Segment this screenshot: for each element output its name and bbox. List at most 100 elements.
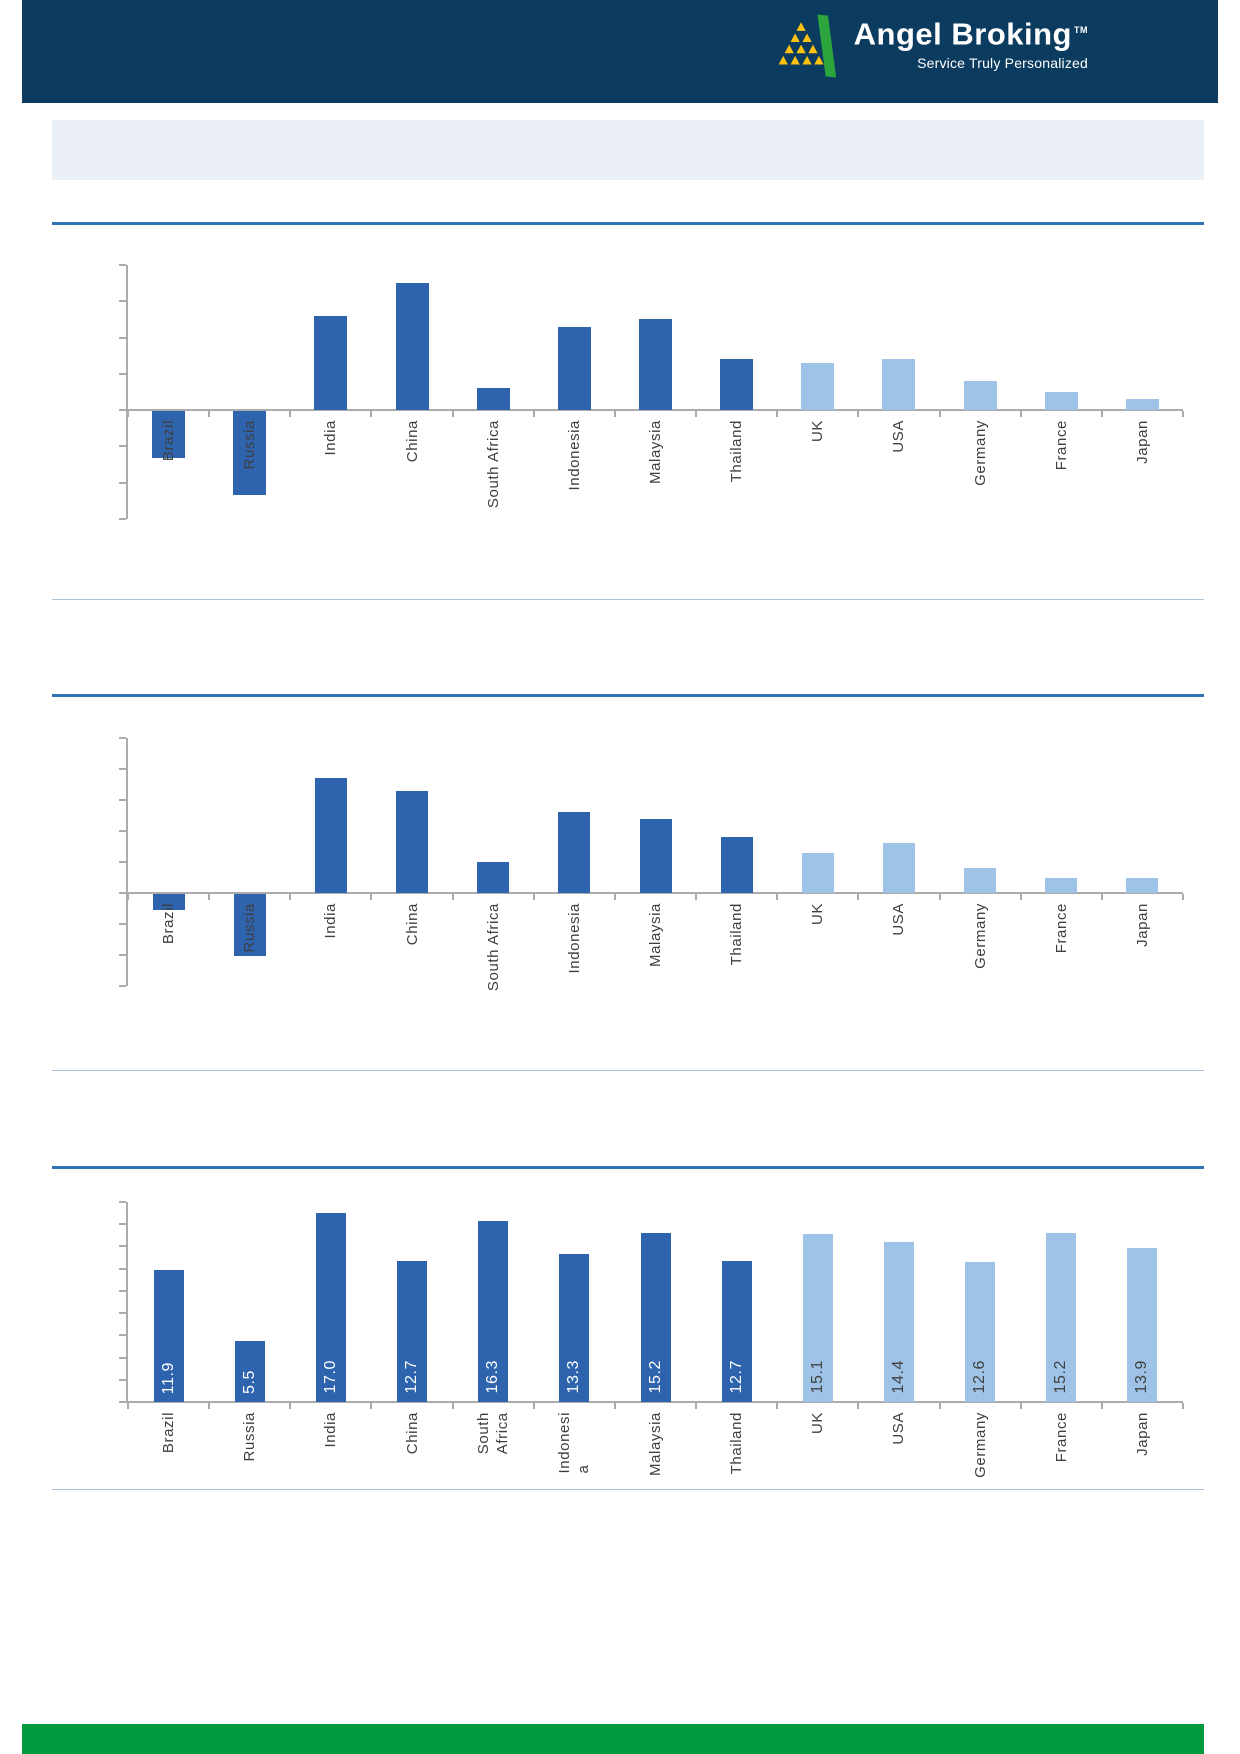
bar-uk (801, 362, 835, 411)
x-axis-tick (938, 1403, 941, 1409)
category-label: China (403, 420, 421, 463)
y-axis-tick (119, 1267, 126, 1270)
bar-south-africa (477, 862, 510, 893)
category-label: South Africa (484, 903, 502, 992)
y-axis-tick (119, 1356, 126, 1359)
category-label: Germany (971, 903, 989, 969)
value-label: 15.2 (646, 1360, 664, 1394)
value-label: 5.5 (240, 1369, 258, 1394)
category-label: Indonesi a (556, 1412, 593, 1474)
value-label: 15.1 (808, 1360, 826, 1394)
bar-germany (964, 868, 997, 893)
x-axis-tick (857, 894, 860, 900)
value-label: 17.0 (321, 1360, 339, 1394)
y-axis (126, 265, 128, 519)
bar-south-africa (476, 388, 510, 411)
value-label: 12.6 (971, 1360, 989, 1394)
x-axis-tick (289, 411, 292, 418)
angel-broking-logo-icon (776, 13, 842, 84)
y-axis-tick (119, 1245, 126, 1248)
y-axis-tick (119, 1201, 126, 1203)
y-axis-tick (119, 1401, 126, 1403)
bar-brazil (153, 1269, 184, 1402)
value-label: 13.3 (565, 1360, 583, 1394)
bar-brazil (152, 411, 186, 459)
category-label: China (403, 903, 421, 946)
category-label: USA (890, 903, 908, 936)
category-label: UK (809, 420, 827, 443)
category-label: Thailand (728, 420, 746, 483)
bar-russia (233, 411, 267, 495)
x-axis-tick (857, 1403, 860, 1409)
bar-germany (963, 381, 997, 411)
bar-china (397, 1260, 428, 1402)
x-axis-tick (370, 411, 373, 418)
y-axis-tick (119, 768, 126, 770)
category-label: Russia (241, 903, 259, 953)
footer-green-band (22, 1724, 1204, 1754)
y-axis-tick (119, 1223, 126, 1226)
bar-france (1045, 877, 1078, 893)
y-axis-tick (119, 861, 126, 863)
x-axis-tick (451, 411, 454, 418)
x-axis-tick (776, 411, 779, 418)
chart-2-title-underline (52, 694, 1204, 697)
x-axis-tick (613, 894, 616, 900)
y-axis-tick (119, 481, 126, 484)
x-axis-tick (451, 1403, 454, 1409)
y-axis-tick (119, 799, 126, 801)
bar-malaysia (640, 1233, 671, 1402)
bar-russia (234, 1340, 265, 1402)
bar-france (1044, 392, 1078, 411)
x-axis-tick (289, 1403, 292, 1409)
y-axis-tick (119, 985, 126, 987)
value-label: 12.7 (403, 1360, 421, 1394)
category-label: Japan (1133, 420, 1151, 465)
x-axis-tick (1182, 411, 1184, 418)
y-axis (126, 738, 128, 986)
bar-thailand (720, 837, 753, 893)
category-label: India (322, 420, 340, 456)
bar-indonesia (558, 812, 591, 893)
bar-thailand (721, 1260, 752, 1402)
bar-china (395, 283, 429, 411)
x-axis-tick (127, 894, 129, 900)
category-label: Brazil (160, 1412, 178, 1454)
category-label: France (1052, 1412, 1070, 1463)
y-axis-tick (119, 923, 126, 925)
x-axis (126, 409, 1183, 412)
x-axis-tick (938, 411, 941, 418)
y-axis-tick (119, 954, 126, 956)
category-label: Germany (971, 1412, 989, 1478)
x-axis-tick (1019, 1403, 1022, 1409)
category-label: UK (809, 1412, 827, 1435)
value-label: 14.4 (889, 1360, 907, 1394)
bar-indonesia (559, 1254, 590, 1402)
category-label: South Africa (475, 1412, 512, 1455)
bar-brazil (152, 894, 185, 910)
category-label: Brazil (160, 903, 178, 945)
x-axis-tick (1019, 411, 1022, 418)
value-label: 11.9 (159, 1361, 177, 1394)
y-axis-tick (119, 300, 126, 303)
bar-japan (1127, 1247, 1158, 1402)
category-label: Malaysia (647, 903, 664, 967)
x-axis-tick (776, 1403, 779, 1409)
y-axis-tick (119, 264, 126, 266)
value-label: 16.3 (484, 1360, 502, 1394)
bar-thailand (720, 359, 754, 411)
category-label: UK (809, 903, 827, 926)
y-axis-tick (119, 737, 126, 739)
y-axis-tick (119, 445, 126, 448)
category-label: Japan (1133, 903, 1151, 947)
category-label: India (322, 903, 340, 939)
x-axis-tick (532, 1403, 535, 1409)
x-axis-tick (613, 1403, 616, 1409)
bar-malaysia (639, 818, 672, 893)
bar-india (314, 315, 348, 411)
bar-south-africa (478, 1220, 509, 1402)
bar-uk (802, 1234, 833, 1402)
x-axis-tick (938, 894, 941, 900)
x-axis-tick (451, 894, 454, 900)
